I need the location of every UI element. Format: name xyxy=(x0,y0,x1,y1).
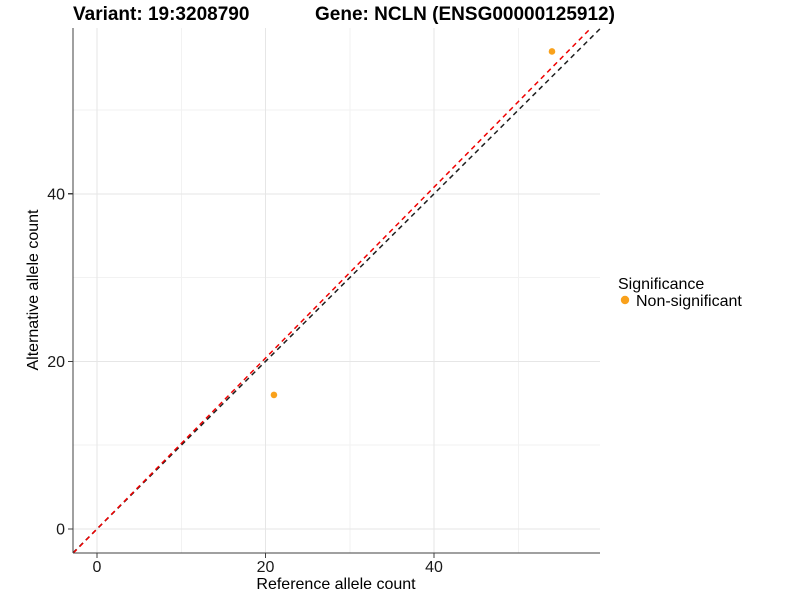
legend: Significance Non-significant xyxy=(618,276,742,310)
reference-lines xyxy=(72,27,601,554)
plot-title-gene: Gene: NCLN (ENSG00000125912) xyxy=(315,4,615,25)
x-tick-label: 20 xyxy=(257,559,275,576)
data-point xyxy=(548,48,556,55)
data-point xyxy=(270,391,278,399)
reference-line-fit xyxy=(72,27,592,554)
data-points xyxy=(270,48,556,399)
y-tick-label: 20 xyxy=(47,354,65,371)
x-tick-label: 0 xyxy=(93,559,102,576)
y-tick-label: 40 xyxy=(47,186,65,203)
reference-line-identity xyxy=(72,28,601,554)
axis-ticks xyxy=(68,193,435,558)
axis-tick-labels: 0 20 40 0 20 40 xyxy=(47,186,443,576)
x-axis-title: Reference allele count xyxy=(256,576,416,593)
legend-title: Significance xyxy=(618,276,704,293)
plot-title-variant: Variant: 19:3208790 xyxy=(73,4,249,25)
legend-point-icon xyxy=(620,295,630,305)
legend-item-label: Non-significant xyxy=(636,293,742,310)
y-axis-title: Alternative allele count xyxy=(25,209,42,371)
y-tick-label: 0 xyxy=(56,521,65,538)
axis-lines xyxy=(72,28,600,554)
x-tick-label: 40 xyxy=(425,559,443,576)
gridlines-minor xyxy=(73,28,600,553)
gridlines-major xyxy=(73,28,600,553)
